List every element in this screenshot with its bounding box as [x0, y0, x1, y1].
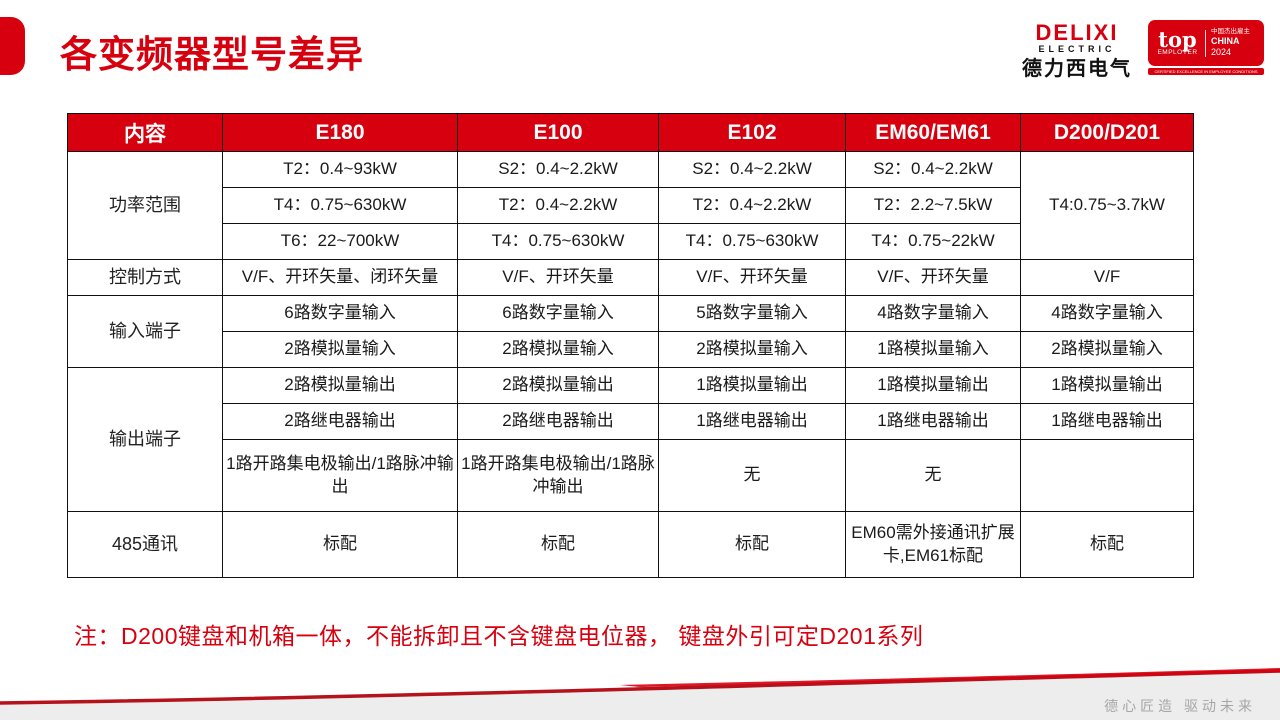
table-cell: S2：0.4~2.2kW	[457, 151, 659, 188]
table-cell: 无	[658, 439, 846, 512]
table-cell: T4：0.75~630kW	[222, 187, 458, 224]
table-cell: T2：0.4~2.2kW	[457, 187, 659, 224]
badge-year: 2024	[1211, 47, 1232, 57]
table-cell: 无	[845, 439, 1021, 512]
column-header-e180: E180	[222, 113, 458, 152]
table-cell: 1路模拟量输出	[1020, 367, 1194, 404]
top-employer-logo: top	[1158, 26, 1197, 52]
table-row: 2路继电器输出 2路继电器输出 1路继电器输出 1路继电器输出 1路继电器输出	[68, 403, 1194, 440]
table-row: 输入端子 6路数字量输入 6路数字量输入 5路数字量输入 4路数字量输入 4路数…	[67, 295, 1194, 368]
table-cell: 1路继电器输出	[1020, 403, 1194, 440]
top-employer-badge-right: 中国杰出雇主 CHINA 2024	[1206, 28, 1258, 58]
table-cell: V/F、开环矢量	[457, 259, 659, 296]
table-cell: S2：0.4~2.2kW	[845, 151, 1021, 188]
top-employer-label: EMPLOYER	[1157, 48, 1198, 56]
table-cell: V/F、开环矢量、闭环矢量	[222, 259, 458, 296]
table-cell: 2路继电器输出	[222, 403, 458, 440]
table-cell: 标配	[457, 511, 659, 578]
table-cell: T6：22~700kW	[222, 223, 458, 260]
table-cell: 6路数字量输入	[222, 295, 458, 332]
table-cell: 标配	[1020, 511, 1194, 578]
table-cell: V/F	[1020, 259, 1194, 296]
table-cell	[1020, 439, 1194, 512]
table-row: 功率范围 T2：0.4~93kW S2：0.4~2.2kW S2：0.4~2.2…	[67, 151, 1194, 260]
table-cell: 1路开路集电极输出/1路脉冲输出	[222, 439, 458, 512]
delixi-wordmark: DELIXI	[1035, 20, 1119, 45]
row-label-power-range: 功率范围	[67, 151, 223, 260]
delixi-logo: DELIXI ELECTRIC 德力西电气	[1022, 20, 1132, 81]
table-cell-d200-power: T4:0.75~3.7kW	[1020, 151, 1194, 260]
table-cell: T2：2.2~7.5kW	[845, 187, 1021, 224]
table-cell: 4路数字量输入	[1020, 295, 1194, 332]
footer-swoosh	[0, 668, 1280, 720]
table-cell: 2路模拟量输入	[457, 331, 659, 368]
row-label-input-terminals: 输入端子	[67, 295, 223, 368]
table-cell: 2路模拟量输出	[222, 367, 458, 404]
table-cell: V/F、开环矢量	[658, 259, 846, 296]
table-cell: 2路模拟量输入	[222, 331, 458, 368]
table-cell: 4路数字量输入	[845, 295, 1021, 332]
table-cell: EM60需外接通讯扩展卡,EM61标配	[845, 511, 1021, 578]
footer-slogan: 德心匠造 驱动未来	[1104, 698, 1256, 714]
row-label-output-terminals: 输出端子	[67, 367, 223, 512]
badge-cn-text: 中国杰出雇主	[1211, 28, 1250, 35]
table-row: T6：22~700kW T4：0.75~630kW T4：0.75~630kW …	[68, 223, 1194, 260]
table-cell: T4：0.75~22kW	[845, 223, 1021, 260]
column-header-e100: E100	[457, 113, 659, 152]
table-cell: 1路继电器输出	[845, 403, 1021, 440]
table-cell: 标配	[222, 511, 458, 578]
table-row: 2路模拟量输入 2路模拟量输入 2路模拟量输入 1路模拟量输入 2路模拟量输入	[68, 331, 1194, 368]
table-cell: 1路模拟量输出	[658, 367, 846, 404]
top-employer-badge-left: top EMPLOYER	[1154, 26, 1206, 57]
column-header-e102: E102	[658, 113, 846, 152]
table-cell: 1路继电器输出	[658, 403, 846, 440]
row-label-control-mode: 控制方式	[67, 259, 223, 296]
table-cell: 2路模拟量输入	[1020, 331, 1194, 368]
table-row: 控制方式 V/F、开环矢量、闭环矢量 V/F、开环矢量 V/F、开环矢量 V/F…	[67, 259, 1194, 296]
table-cell: 1路模拟量输入	[845, 331, 1021, 368]
table-row: T4：0.75~630kW T2：0.4~2.2kW T2：0.4~2.2kW …	[68, 187, 1194, 224]
table-cell: 2路模拟量输出	[457, 367, 659, 404]
table-cell: 标配	[658, 511, 846, 578]
table-cell: T2：0.4~93kW	[222, 151, 458, 188]
column-header-content: 内容	[67, 113, 223, 152]
note-text: 注：D200键盘和机箱一体，不能拆卸且不含键盘电位器， 键盘外引可定D201系列	[74, 623, 924, 649]
table-cell: S2：0.4~2.2kW	[658, 151, 846, 188]
column-header-d200: D200/D201	[1020, 113, 1194, 152]
table-cell: 6路数字量输入	[457, 295, 659, 332]
page-title: 各变频器型号差异	[60, 34, 364, 75]
title-accent-bar	[0, 17, 25, 75]
logo-area: DELIXI ELECTRIC 德力西电气 top EMPLOYER 中国杰出雇…	[1022, 20, 1264, 81]
table-cell: 2路模拟量输入	[658, 331, 846, 368]
table-cell: T2：0.4~2.2kW	[658, 187, 846, 224]
row-label-485-comm: 485通讯	[67, 511, 223, 578]
spec-table: 内容 E180 E100 E102 EM60/EM61 D200/D201 功率…	[67, 113, 1194, 578]
delixi-electric-label: ELECTRIC	[1038, 44, 1116, 54]
top-employer-badge-main: top EMPLOYER 中国杰出雇主 CHINA 2024	[1148, 20, 1264, 66]
badge-country: CHINA	[1211, 36, 1240, 46]
table-cell: 2路继电器输出	[457, 403, 659, 440]
table-cell: 1路模拟量输出	[845, 367, 1021, 404]
table-row: 1路开路集电极输出/1路脉冲输出 1路开路集电极输出/1路脉冲输出 无 无	[68, 439, 1194, 512]
table-row: 输出端子 2路模拟量输出 2路模拟量输出 1路模拟量输出 1路模拟量输出 1路模…	[67, 367, 1194, 512]
table-cell: 1路开路集电极输出/1路脉冲输出	[457, 439, 659, 512]
delixi-chinese-name: 德力西电气	[1022, 58, 1132, 80]
table-cell: 5路数字量输入	[658, 295, 846, 332]
column-header-em60: EM60/EM61	[845, 113, 1021, 152]
table-cell: T4：0.75~630kW	[457, 223, 659, 260]
top-employer-badge: top EMPLOYER 中国杰出雇主 CHINA 2024 CERTIFIED…	[1148, 20, 1264, 75]
table-cell: T4：0.75~630kW	[658, 223, 846, 260]
table-cell: V/F、开环矢量	[845, 259, 1021, 296]
header-row: 内容 E180 E100 E102 EM60/EM61 D200/D201	[67, 113, 1194, 152]
badge-certification-strip: CERTIFIED EXCELLENCE IN EMPLOYEE CONDITI…	[1148, 68, 1264, 75]
table-row: 485通讯 标配 标配 标配 EM60需外接通讯扩展卡,EM61标配 标配	[67, 511, 1194, 578]
